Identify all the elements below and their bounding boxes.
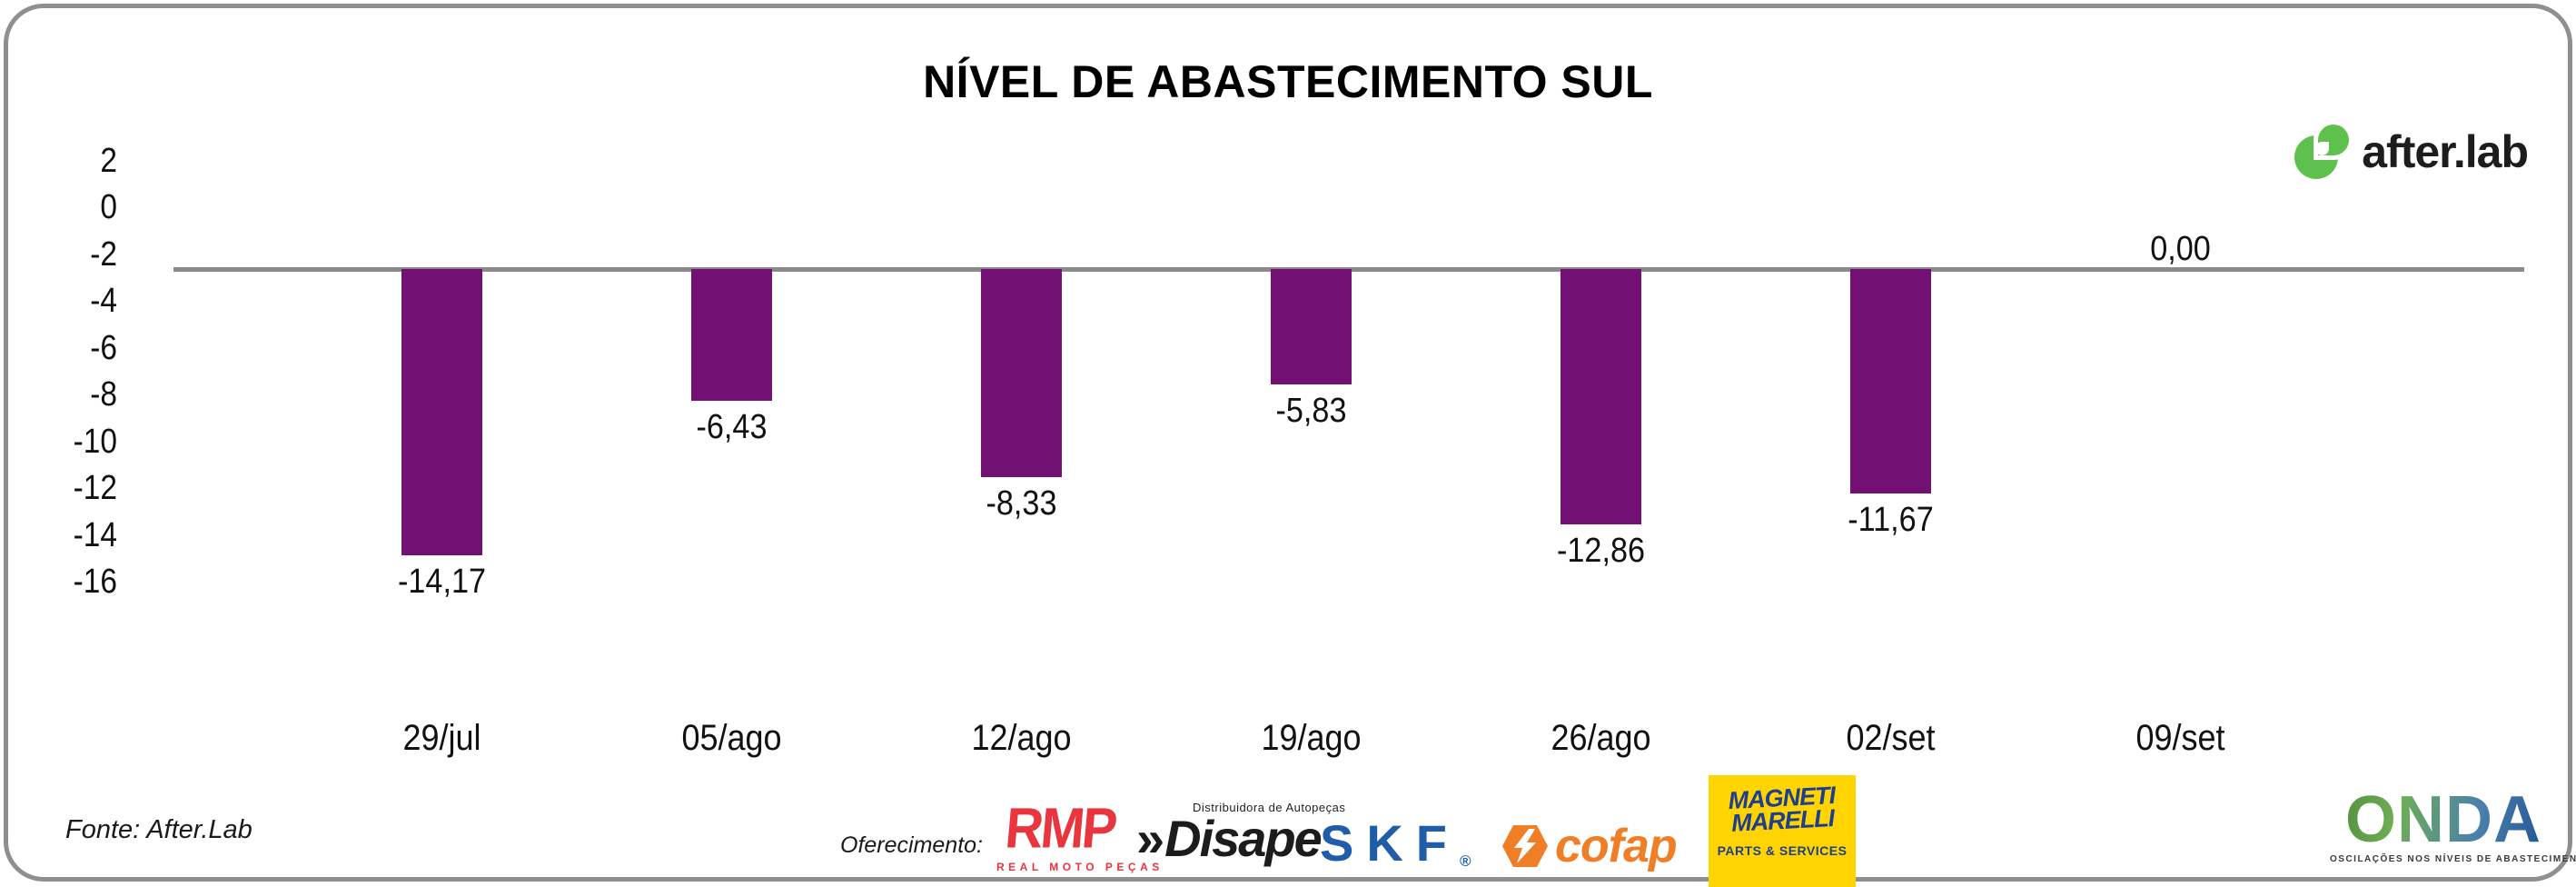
bar: [981, 269, 1062, 477]
plot-area: -14,17 29/jul -6,43 05/ago -8,33 12/ago -5,83 1…: [8, 8, 2568, 877]
bar-value-label: -8,33: [891, 486, 1152, 521]
x-axis-label: 26/ago: [1471, 720, 1731, 756]
magneti-marelli-subtext: PARTS & SERVICES: [1709, 843, 1856, 858]
bar-value-label: -5,83: [1181, 394, 1442, 428]
x-axis-label: 12/ago: [891, 720, 1152, 756]
sponsor-cofap-logo: cofap: [1502, 822, 1677, 870]
bar-value-label: -6,43: [601, 410, 862, 444]
disape-chevrons-icon: »: [1136, 810, 1164, 867]
sponsor-disape-logo: Distribuidora de Autopeças »Disape: [1136, 801, 1345, 863]
onda-logo-text: ONDA: [2330, 788, 2557, 852]
bar: [401, 269, 482, 555]
sponsor-skf-logo: SKF®: [1320, 818, 1471, 887]
x-axis-label: 19/ago: [1181, 720, 1442, 756]
sponsor-magneti-marelli-logo: MAGNETI MARELLI PARTS & SERVICES: [1709, 775, 1856, 887]
bar-value-label: -12,86: [1471, 533, 1731, 568]
skf-name: SKF: [1320, 814, 1460, 872]
x-axis-label: 29/jul: [312, 720, 572, 756]
source-note: Fonte: After.Lab: [65, 815, 253, 845]
magneti-marelli-text: MAGNETI MARELLI: [1709, 783, 1856, 836]
x-axis-label: 05/ago: [601, 720, 862, 756]
sponsors-label: Oferecimento:: [840, 832, 983, 859]
disape-name: Disape: [1164, 810, 1321, 867]
bar: [691, 269, 772, 401]
rmp-logo-subtext: REAL MOTO PEÇAS: [996, 861, 1124, 873]
sponsor-rmp-logo: RMP REAL MOTO PEÇAS: [996, 802, 1124, 873]
bar-value-label: -11,67: [1760, 503, 2021, 537]
bar: [1850, 269, 1931, 493]
onda-logo-tagline: OSCILAÇÕES NOS NÍVEIS DE ABASTECIMENTO E…: [2330, 854, 2557, 864]
bar-value-label: 0,00: [2050, 232, 2311, 266]
marelli-line: MARELLI: [1709, 806, 1856, 836]
x-axis-label: 02/set: [1760, 720, 2021, 756]
registered-mark-icon: ®: [1460, 852, 1471, 870]
disape-logo-text: »Disape: [1136, 814, 1345, 863]
cofap-hexagon-icon: [1502, 823, 1548, 869]
bar: [1271, 269, 1352, 384]
bar: [1560, 269, 1641, 524]
bar-value-label: -14,17: [312, 564, 572, 599]
onda-logo: ONDA OSCILAÇÕES NOS NÍVEIS DE ABASTECIME…: [2330, 788, 2557, 864]
cofap-logo-text: cofap: [1555, 822, 1677, 870]
x-axis-label: 09/set: [2050, 720, 2311, 756]
rmp-logo-text: RMP: [994, 801, 1125, 858]
